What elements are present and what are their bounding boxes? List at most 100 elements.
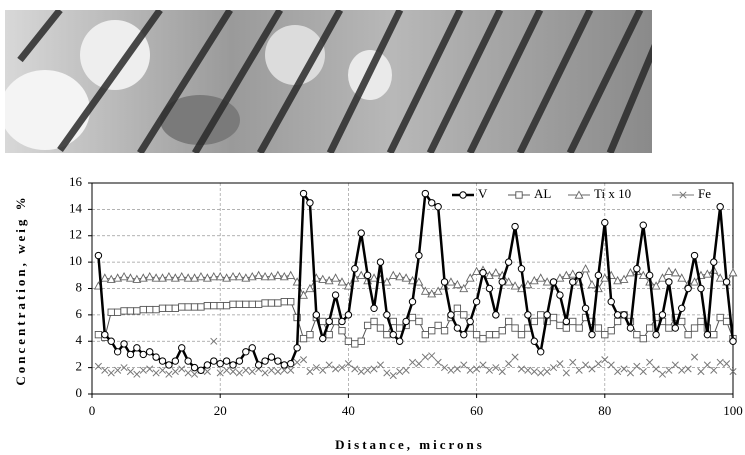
marker xyxy=(658,370,667,378)
marker xyxy=(178,344,186,352)
marker xyxy=(152,353,160,361)
marker xyxy=(556,291,564,299)
marker xyxy=(235,300,244,308)
marker xyxy=(428,327,436,335)
x-axis-title: Distance, microns xyxy=(335,437,485,452)
marker xyxy=(299,356,308,364)
marker xyxy=(196,271,206,281)
marker xyxy=(639,334,647,343)
marker xyxy=(165,370,173,378)
marker xyxy=(138,273,148,282)
marker xyxy=(459,283,469,293)
marker xyxy=(485,284,494,293)
marker xyxy=(202,273,212,282)
marker xyxy=(184,369,192,377)
plot-frame xyxy=(91,182,734,395)
marker xyxy=(242,366,250,374)
marker xyxy=(434,321,442,330)
marker xyxy=(357,368,365,376)
marker xyxy=(633,265,641,273)
marker xyxy=(505,317,513,326)
marker xyxy=(414,277,424,286)
marker xyxy=(607,361,615,369)
marker xyxy=(383,331,391,339)
marker xyxy=(505,360,513,368)
marker xyxy=(536,273,546,282)
marker xyxy=(428,199,436,207)
marker xyxy=(542,277,552,286)
marker xyxy=(139,350,147,359)
x-tick-label: 80 xyxy=(598,403,611,418)
marker xyxy=(594,271,603,280)
y-tick-label: 2 xyxy=(76,359,83,374)
marker xyxy=(479,334,487,343)
marker xyxy=(504,258,513,266)
marker xyxy=(325,317,333,326)
marker xyxy=(473,365,481,373)
marker xyxy=(242,300,250,308)
marker xyxy=(716,313,724,322)
marker xyxy=(210,357,218,365)
marker xyxy=(665,278,673,286)
y-tick-label: 12 xyxy=(69,227,82,242)
marker xyxy=(165,304,173,312)
marker xyxy=(530,317,538,326)
marker xyxy=(479,268,487,277)
marker xyxy=(517,331,526,339)
marker xyxy=(222,273,232,282)
marker xyxy=(248,368,256,376)
marker xyxy=(715,273,725,282)
marker xyxy=(678,304,686,312)
marker xyxy=(338,327,346,335)
marker xyxy=(556,321,564,330)
marker xyxy=(684,284,692,293)
marker xyxy=(306,331,314,339)
marker xyxy=(723,360,731,368)
marker xyxy=(261,299,269,307)
marker xyxy=(113,348,122,356)
marker xyxy=(151,273,161,282)
marker xyxy=(324,275,334,285)
marker xyxy=(652,330,660,339)
marker xyxy=(369,273,379,282)
marker xyxy=(107,369,115,377)
marker xyxy=(383,369,391,377)
marker xyxy=(242,348,250,356)
marker xyxy=(671,361,679,369)
marker xyxy=(267,299,276,307)
marker xyxy=(178,303,186,311)
marker xyxy=(395,337,404,345)
marker xyxy=(234,271,244,281)
marker xyxy=(716,203,724,211)
marker xyxy=(171,357,180,365)
marker xyxy=(267,366,276,374)
marker xyxy=(203,361,212,369)
marker xyxy=(203,368,211,376)
marker xyxy=(209,271,219,281)
marker xyxy=(440,278,449,286)
marker xyxy=(332,365,340,373)
marker xyxy=(280,298,288,306)
marker xyxy=(351,340,359,348)
marker xyxy=(511,353,519,361)
marker xyxy=(170,273,180,282)
marker xyxy=(626,369,634,377)
marker xyxy=(183,273,193,282)
legend-marker xyxy=(515,191,523,199)
marker xyxy=(344,360,352,368)
marker xyxy=(190,303,199,311)
marker xyxy=(529,275,539,285)
marker xyxy=(702,269,712,278)
marker xyxy=(665,324,673,332)
marker xyxy=(119,271,129,281)
marker xyxy=(492,331,500,339)
marker xyxy=(274,368,282,376)
marker xyxy=(620,365,628,373)
marker xyxy=(517,365,526,373)
marker xyxy=(248,300,256,308)
marker xyxy=(614,368,622,376)
marker xyxy=(433,286,443,295)
marker xyxy=(178,365,186,373)
marker xyxy=(645,271,654,280)
marker xyxy=(197,303,205,311)
